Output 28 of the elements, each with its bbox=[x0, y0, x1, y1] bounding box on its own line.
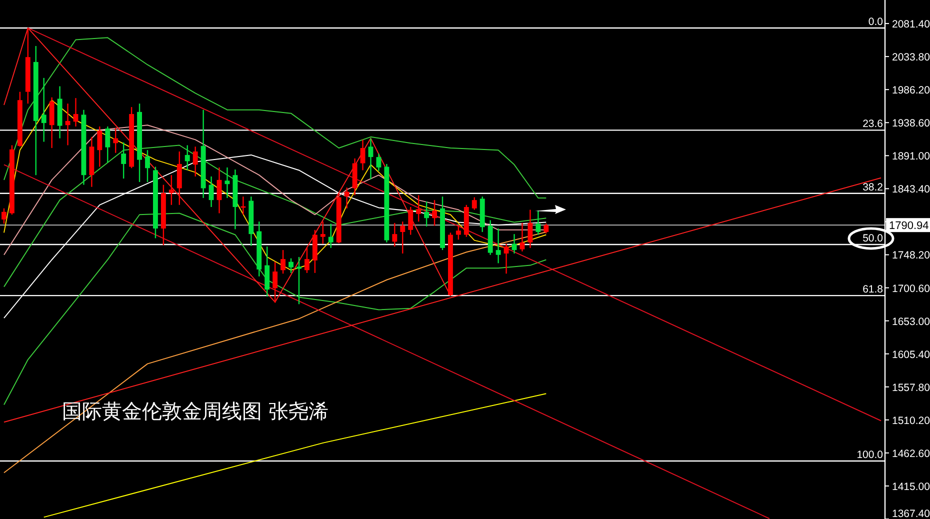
y-tick-label: 2081.40 bbox=[892, 18, 930, 31]
y-tick-label: 1748.20 bbox=[892, 250, 930, 262]
y-tick-label: 1462.60 bbox=[892, 448, 930, 460]
annotation: 61.8 bbox=[862, 284, 884, 296]
y-tick-label: 1367.40 bbox=[892, 508, 930, 519]
y-tick-label: 1938.60 bbox=[892, 118, 930, 130]
line-series bbox=[3, 100, 547, 271]
y-tick-label: 1557.80 bbox=[892, 382, 930, 394]
y-tick-label: 1843.40 bbox=[892, 184, 930, 196]
y-tick-label: 1891.00 bbox=[892, 150, 930, 163]
annotation: 100.0 bbox=[856, 448, 884, 461]
y-tick-label: 1510.20 bbox=[892, 414, 930, 427]
annotation: 国际黄金伦敦金周线图 张尧浠 bbox=[62, 399, 328, 423]
y-tick-label: 1700.60 bbox=[892, 282, 930, 295]
line-series bbox=[3, 27, 451, 303]
price-label: 1790.94 bbox=[886, 218, 930, 232]
y-tick-label: 1653.00 bbox=[892, 316, 930, 328]
annotation: 0.0 bbox=[868, 16, 884, 28]
y-tick-label: 1605.40 bbox=[892, 348, 930, 361]
y-tick-label: 1986.20 bbox=[892, 84, 930, 97]
y-tick-label: 1415.00 bbox=[892, 480, 930, 493]
annotation: 50.0 bbox=[862, 232, 884, 244]
annotation: 38.2 bbox=[862, 181, 884, 194]
ref-line-label: 1790.94 bbox=[889, 220, 929, 232]
annotation: 23.6 bbox=[862, 118, 884, 130]
y-tick-label: 2033.80 bbox=[892, 52, 930, 64]
line-series bbox=[3, 37, 547, 198]
line-series bbox=[3, 144, 547, 288]
